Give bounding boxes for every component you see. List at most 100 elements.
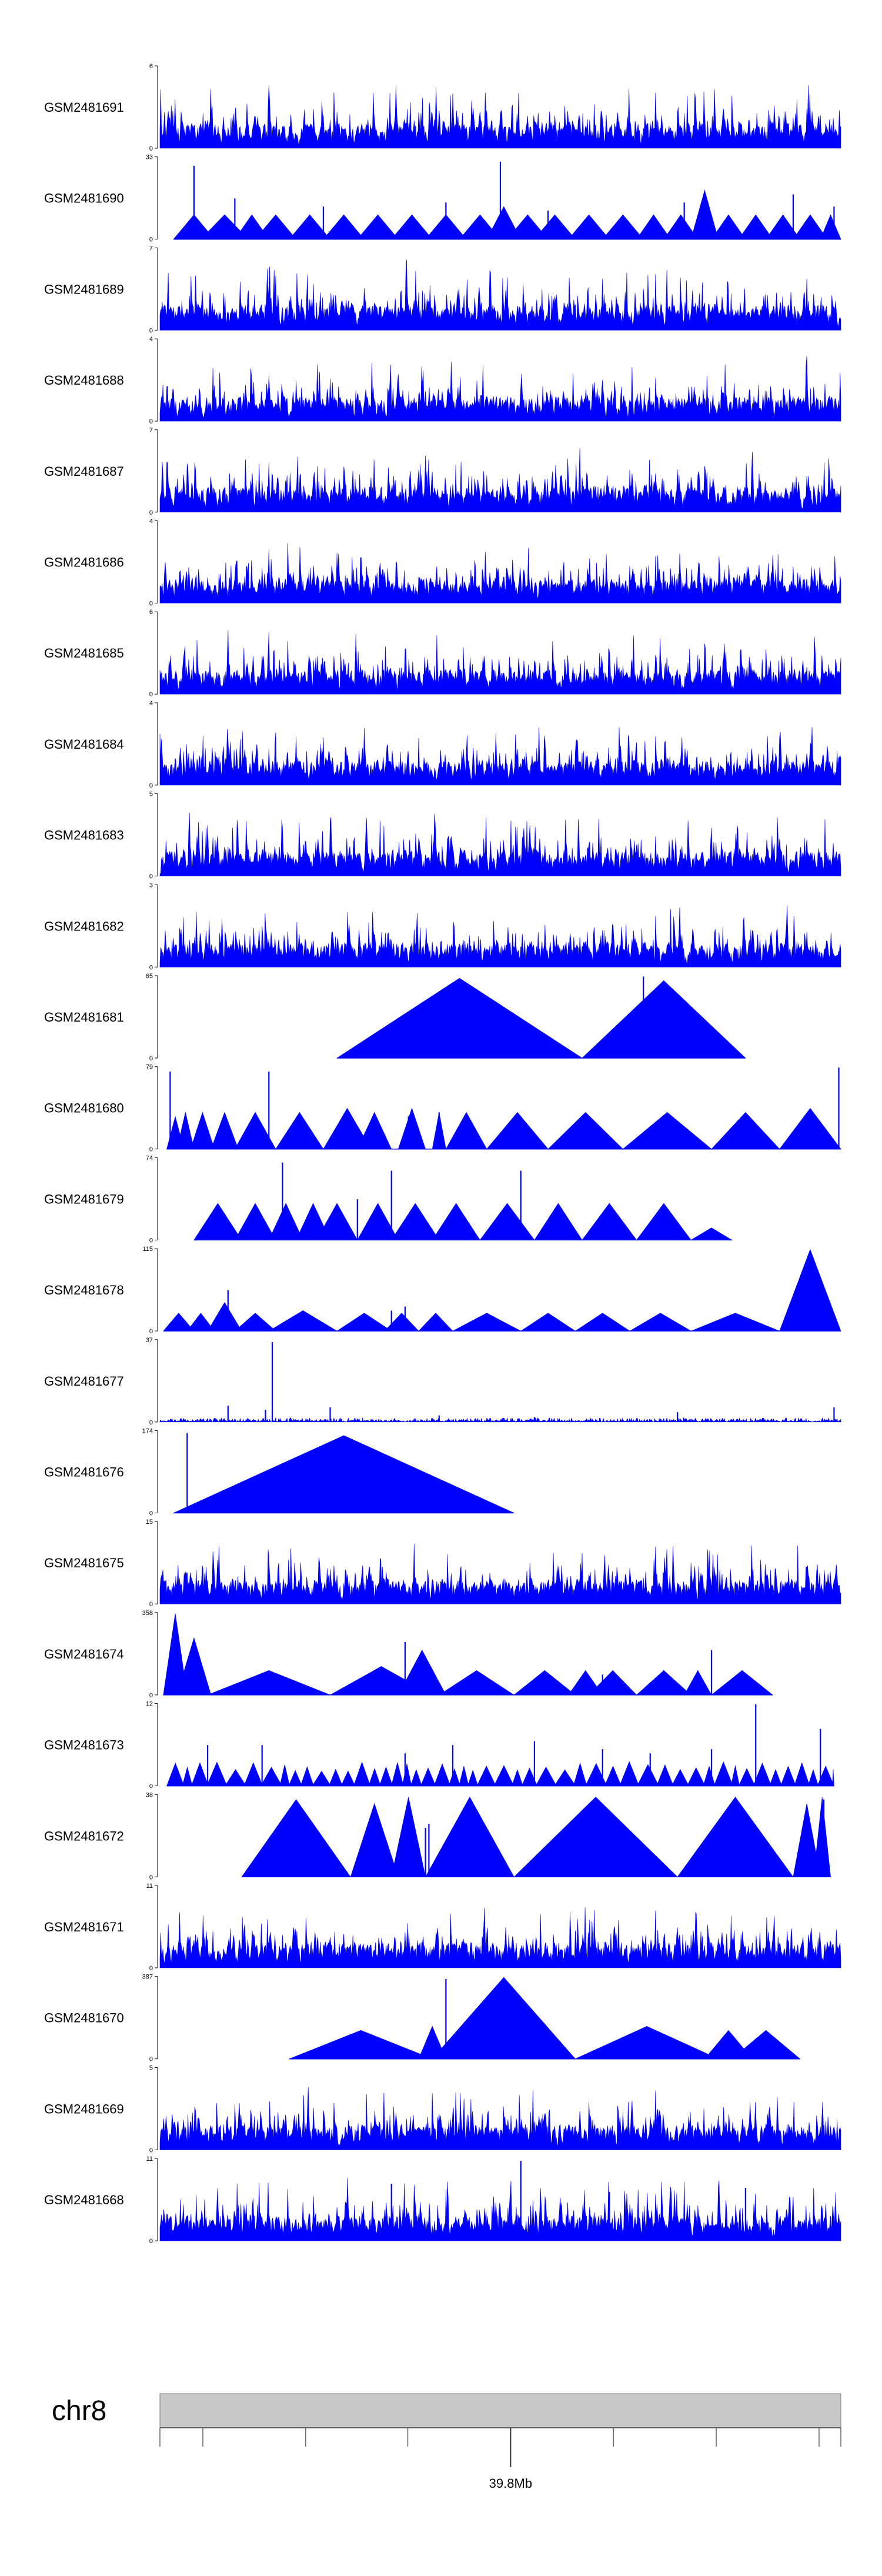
coverage-segment	[193, 1203, 242, 1240]
track-label: GSM2481689	[44, 282, 124, 296]
track-GSM2481671: GSM2481671 11 0	[44, 1883, 841, 1972]
y-axis-min-label: 0	[149, 1783, 153, 1790]
coverage-segment	[730, 1765, 740, 1786]
y-axis-min-label: 0	[149, 2056, 153, 2063]
coverage-segment	[711, 1112, 780, 1149]
track-label: GSM2481677	[44, 1374, 124, 1389]
track-label: GSM2481678	[44, 1283, 124, 1297]
track-GSM2481686: GSM2481686 4 0	[44, 518, 841, 608]
track-GSM2481690: GSM2481690 33 0	[44, 154, 841, 243]
coverage-segment	[432, 1203, 480, 1240]
track-GSM2481685: GSM2481685 6 0	[44, 609, 841, 698]
y-axis-max-label: 7	[149, 245, 153, 252]
y-axis-min-label: 0	[149, 873, 153, 880]
coverage-segment	[357, 214, 399, 239]
track-label: GSM2481687	[44, 464, 124, 479]
coverage-segment	[190, 1112, 215, 1149]
coverage-segment	[459, 1766, 469, 1786]
coverage-area	[159, 85, 841, 149]
track-label: GSM2481684	[44, 737, 124, 752]
coverage-segment	[336, 1313, 392, 1332]
coverage-segment	[582, 980, 746, 1059]
track-label: GSM2481675	[44, 1556, 124, 1570]
coverage-segment	[513, 1797, 678, 1877]
y-axis-min-label: 0	[149, 1237, 153, 1244]
track-GSM2481672: GSM2481672 38 0	[44, 1791, 831, 1881]
coverage-segment	[711, 1670, 774, 1696]
coverage-segment	[738, 214, 773, 239]
y-axis-max-label: 5	[149, 791, 153, 798]
coverage-segment	[289, 214, 331, 239]
y-axis-max-label: 74	[146, 1154, 153, 1162]
coverage-segment	[656, 1764, 674, 1786]
coverage-segment	[182, 1766, 193, 1786]
coverage-area	[159, 630, 841, 695]
coverage-segment	[433, 1763, 451, 1786]
coverage-segment	[191, 1762, 209, 1786]
y-axis-min-label: 0	[149, 1874, 153, 1881]
y-axis-max-label: 387	[142, 1974, 153, 1981]
track-panel: GSM248169160GSM2481690330GSM248168970GSM…	[44, 63, 841, 2245]
track-label: GSM2481673	[44, 1738, 124, 1753]
track-GSM2481679: GSM2481679 74 0	[44, 1154, 733, 1244]
coverage-segment	[391, 1203, 440, 1240]
track-label: GSM2481674	[44, 1647, 124, 1661]
y-axis-max-label: 5	[149, 2064, 153, 2071]
y-axis-min-label: 0	[149, 600, 153, 608]
coverage-segment	[520, 1313, 576, 1332]
coverage-area	[159, 727, 841, 786]
track-label: GSM2481686	[44, 555, 124, 570]
coverage-segment	[690, 189, 719, 239]
y-axis-max-label: 115	[142, 1246, 153, 1253]
coverage-segment	[432, 1977, 576, 2059]
y-axis-min-label: 0	[149, 509, 153, 516]
y-axis-min-label: 0	[149, 1055, 153, 1062]
y-axis-max-label: 7	[149, 427, 153, 434]
coverage-segment	[438, 1670, 515, 1696]
chromosome-label: chr8	[52, 2395, 106, 2427]
track-label: GSM2481669	[44, 2101, 124, 2116]
coverage-segment	[534, 214, 576, 239]
y-axis-max-label: 3	[149, 882, 153, 889]
y-axis-min-label: 0	[149, 1965, 153, 1972]
coverage-segment	[513, 1670, 576, 1696]
coverage-segment	[225, 1769, 247, 1786]
y-axis-min-label: 0	[149, 1510, 153, 1517]
y-axis-min-label: 0	[149, 1419, 153, 1426]
coverage-segment	[288, 1770, 302, 1786]
coverage-segment	[312, 1770, 332, 1786]
coverage-area	[159, 1544, 841, 1604]
coverage-segment	[604, 1766, 622, 1786]
track-label: GSM2481676	[44, 1465, 124, 1480]
track-GSM2481687: GSM2481687 7 0	[44, 427, 841, 516]
track-label: GSM2481672	[44, 1828, 124, 1843]
coverage-segment	[300, 1766, 314, 1786]
y-axis-min-label: 0	[149, 327, 153, 334]
coverage-segment	[279, 1764, 290, 1786]
coverage-segment	[703, 1766, 716, 1786]
track-label: GSM2481671	[44, 1920, 124, 1934]
y-axis-max-label: 12	[146, 1701, 153, 1708]
coverage-segment	[713, 1761, 734, 1786]
y-axis-max-label: 6	[149, 609, 153, 616]
coverage-segment	[585, 1763, 607, 1786]
coverage-segment	[316, 1203, 358, 1240]
coverage-segment	[766, 214, 801, 239]
y-axis-min-label: 0	[149, 1328, 153, 1335]
track-GSM2481678: GSM2481678 115 0	[44, 1246, 841, 1335]
coverage-segment	[336, 977, 583, 1059]
track-label: GSM2481690	[44, 191, 124, 206]
coverage-segment	[420, 1767, 436, 1786]
track-GSM2481670: GSM2481670 387 0	[44, 1974, 801, 2063]
y-axis-max-label: 6	[149, 63, 153, 70]
coverage-segment	[391, 1761, 404, 1786]
y-axis-min-label: 0	[149, 782, 153, 789]
coverage-segment	[234, 1313, 276, 1332]
coverage-segment	[166, 1762, 185, 1786]
track-label: GSM2481682	[44, 919, 124, 933]
coverage-segment	[813, 1797, 831, 1877]
coverage-segment	[207, 1302, 242, 1332]
coverage-segment	[452, 1313, 521, 1332]
coverage-segment	[568, 214, 610, 239]
